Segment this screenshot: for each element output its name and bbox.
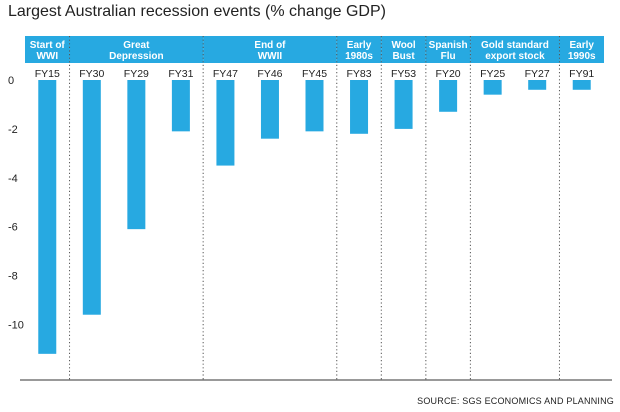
bar [82, 80, 101, 315]
bar [528, 80, 547, 90]
bar [38, 80, 57, 354]
y-tick-label: -4 [8, 173, 18, 185]
y-tick-label: -2 [8, 124, 18, 136]
group-label: Wool [391, 40, 415, 51]
bar [305, 80, 324, 132]
group-label: Early [347, 40, 372, 51]
bar [572, 80, 591, 90]
group-label: WWII [258, 51, 283, 62]
group-label: Depression [109, 51, 163, 62]
category-label: FY30 [79, 68, 104, 80]
bar [483, 80, 502, 95]
group-label: 1990s [568, 51, 596, 62]
bar [439, 80, 458, 112]
category-label: FY29 [124, 68, 149, 80]
group-header [381, 36, 426, 63]
group-header [25, 36, 70, 63]
category-label: FY83 [346, 68, 371, 80]
bar [350, 80, 369, 134]
bar [216, 80, 235, 166]
y-tick-label: -10 [8, 320, 24, 332]
group-label: Flu [441, 51, 456, 62]
y-tick-label: -6 [8, 222, 18, 234]
group-label: Spanish [429, 40, 468, 51]
group-label: Start of [30, 40, 66, 51]
group-label: Bust [392, 51, 415, 62]
bar [127, 80, 146, 230]
category-label: FY25 [480, 68, 505, 80]
category-label: FY45 [302, 68, 327, 80]
category-label: FY46 [257, 68, 282, 80]
category-label: FY15 [35, 68, 60, 80]
group-header [425, 36, 471, 63]
bar [171, 80, 190, 132]
group-label: Gold standard [481, 40, 549, 51]
bar [394, 80, 413, 129]
source-note: SOURCE: SGS ECONOMICS AND PLANNING [417, 396, 614, 406]
group-header [336, 36, 382, 63]
group-label: 1980s [345, 51, 373, 62]
group-label: export stock [485, 51, 545, 62]
bar [260, 80, 279, 139]
category-label: FY91 [569, 68, 594, 80]
group-label: Early [569, 40, 594, 51]
category-label: FY20 [436, 68, 461, 80]
group-label: End of [254, 40, 286, 51]
category-label: FY27 [525, 68, 550, 80]
group-label: WWI [36, 51, 58, 62]
group-header [69, 36, 204, 63]
chart-title: Largest Australian recession events (% c… [8, 3, 386, 20]
y-tick-label: -8 [8, 271, 18, 283]
category-label: FY47 [213, 68, 238, 80]
group-header [470, 36, 560, 63]
y-tick-label: 0 [8, 75, 14, 87]
group-label: Great [123, 40, 150, 51]
group-header [559, 36, 604, 63]
category-label: FY31 [168, 68, 193, 80]
group-header [203, 36, 337, 63]
category-label: FY53 [391, 68, 416, 80]
